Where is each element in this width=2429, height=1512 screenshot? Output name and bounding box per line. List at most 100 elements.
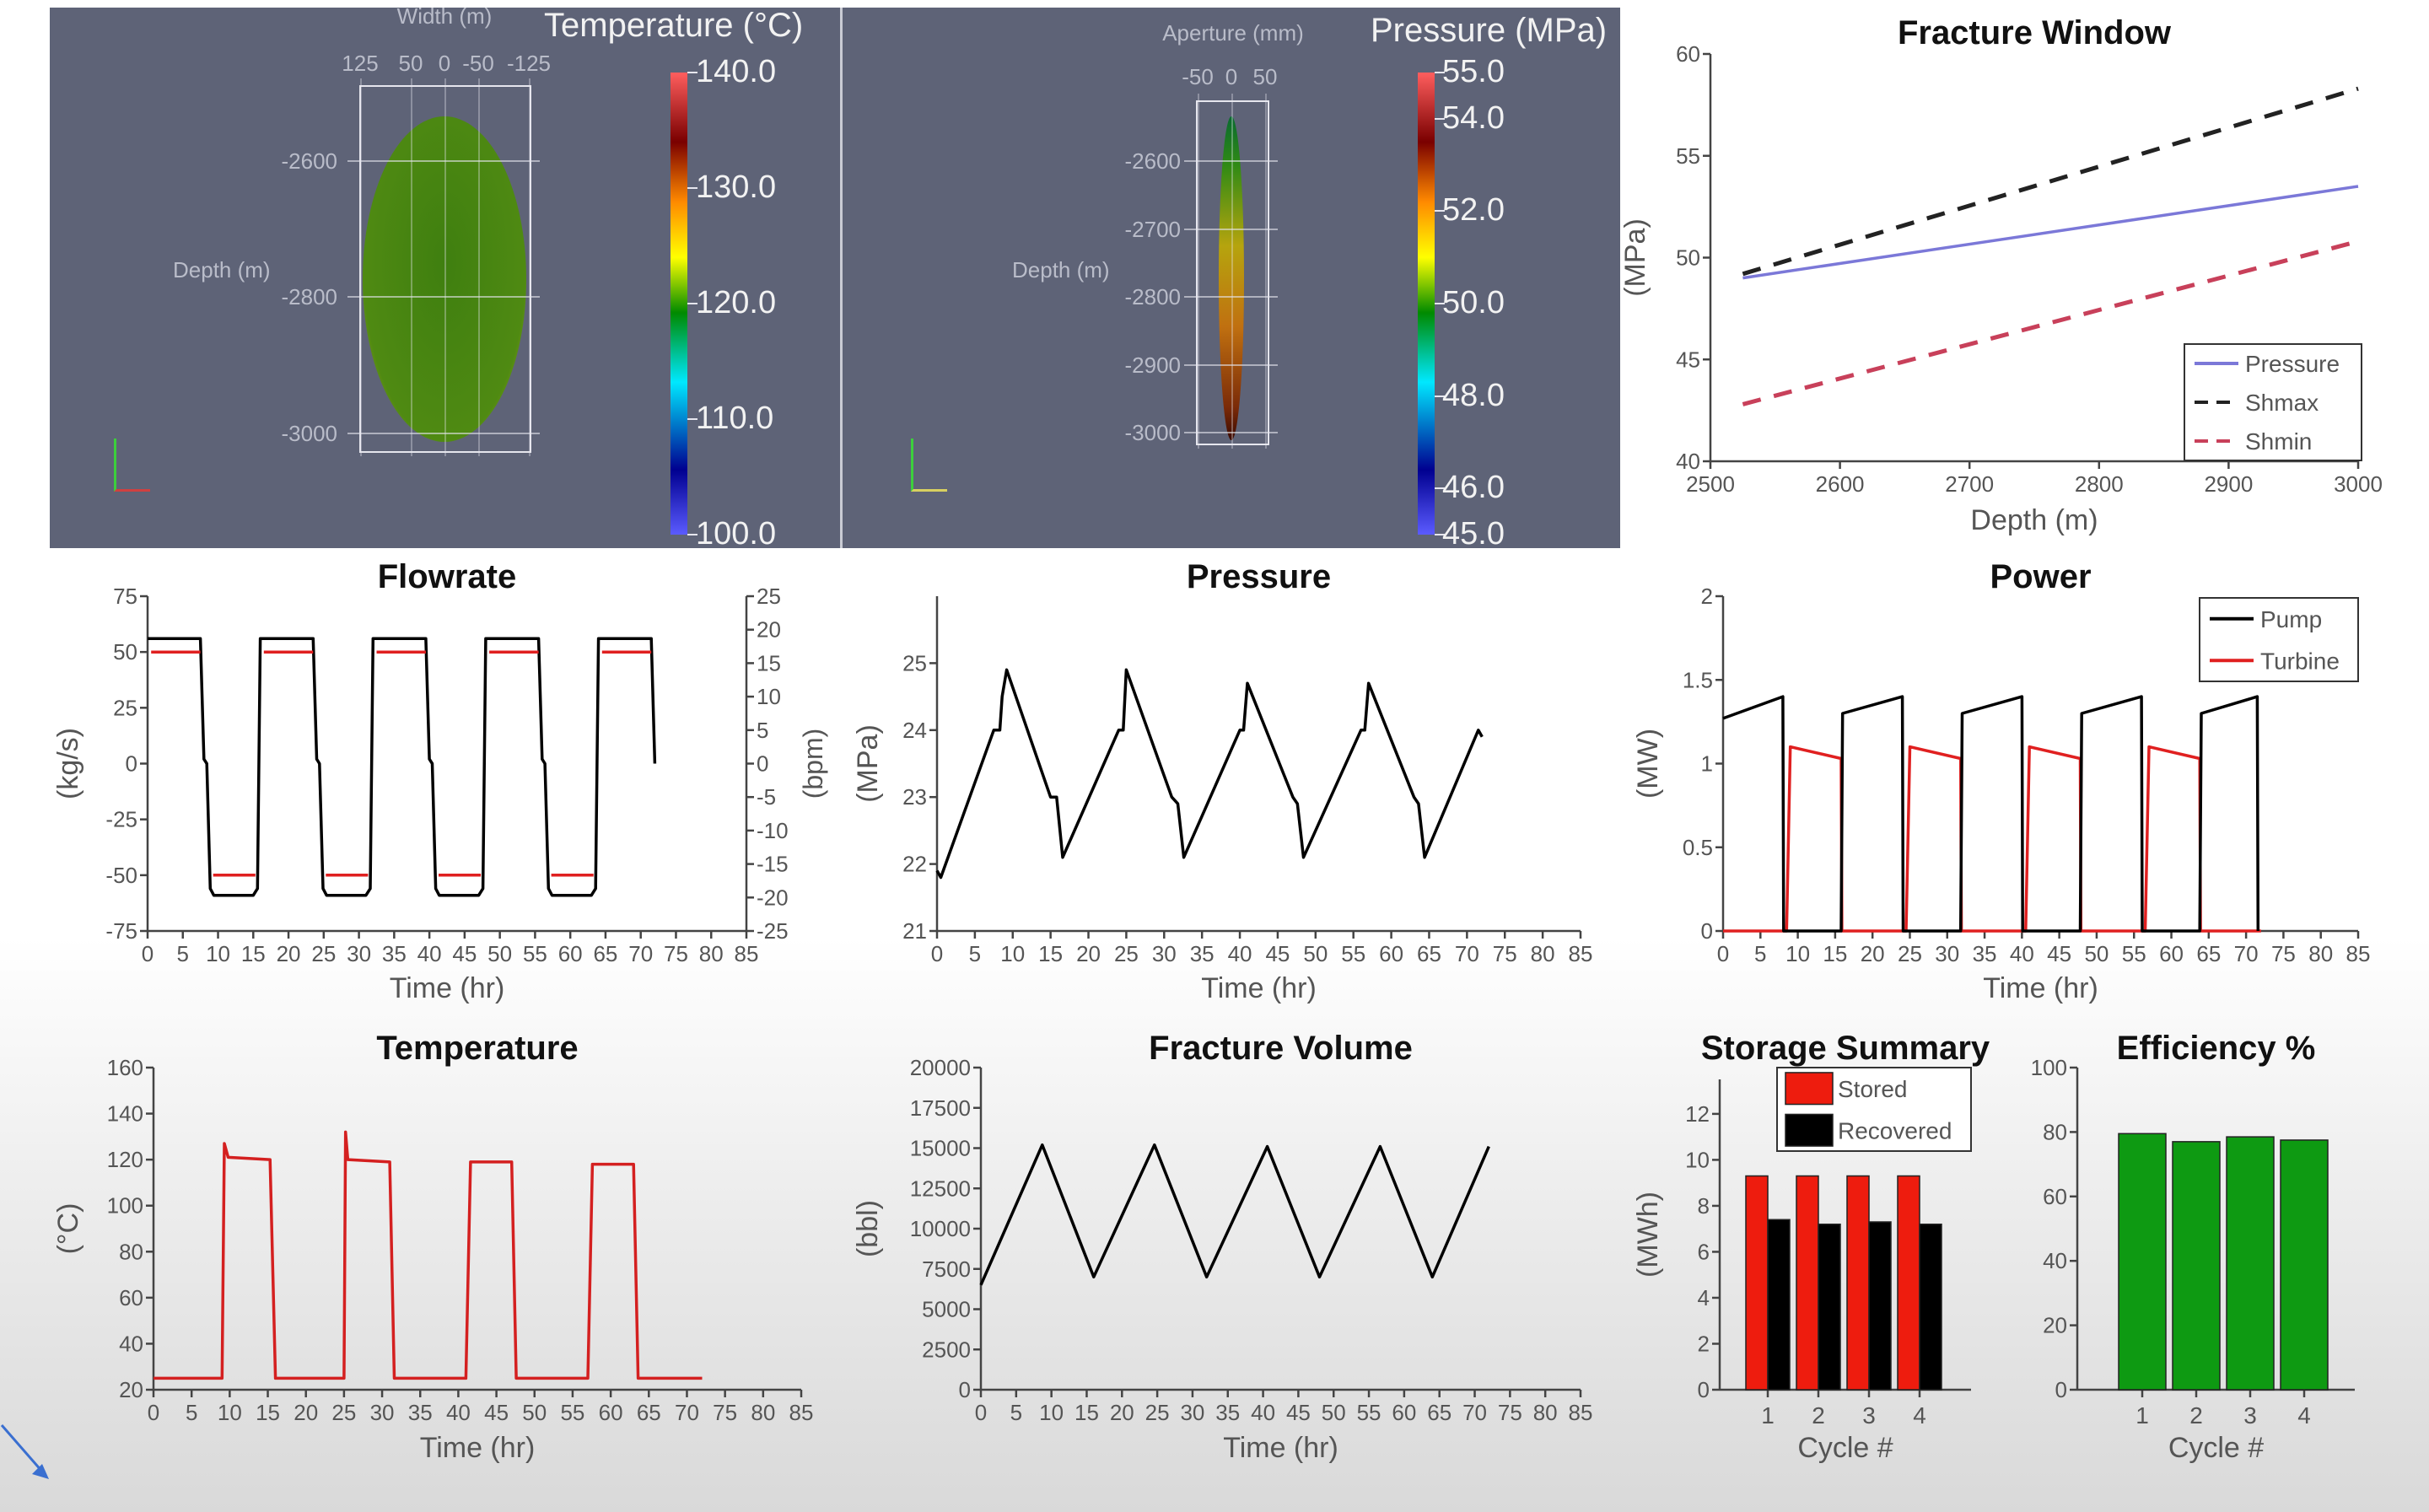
- y-tick-label: 10: [1685, 1147, 1710, 1172]
- colorbar-tick-label: 50.0: [1442, 285, 1505, 320]
- x-tick-label: 85: [735, 941, 759, 966]
- y-tick-label: 4: [1698, 1285, 1710, 1310]
- colorbar: [1418, 73, 1435, 535]
- x-tick-label: 0: [148, 1400, 159, 1425]
- legend-label: Shmin: [2245, 428, 2312, 455]
- series-line-0: [935, 668, 1484, 880]
- y-tick-label: 60: [1676, 41, 1700, 67]
- width-tick-mark: [444, 78, 446, 456]
- x-tick-label: 40: [2010, 941, 2034, 966]
- series-line-0: [979, 1143, 1490, 1286]
- width-tick-label: 50: [1252, 64, 1278, 89]
- y-tick-label-right: -15: [757, 852, 789, 877]
- x-tick-label: 2: [2189, 1402, 2203, 1429]
- bar-stored-cycle-4: [1897, 1175, 1920, 1391]
- y-tick-label-right: 10: [757, 684, 781, 709]
- y-tick-label-right: -5: [757, 784, 776, 810]
- y-tick-label: 7500: [922, 1256, 971, 1282]
- chart-title: Pressure: [1187, 558, 1331, 595]
- x-tick-label: 40: [1251, 1400, 1275, 1425]
- x-tick-label: 60: [599, 1400, 623, 1425]
- y-tick-label: 10000: [910, 1216, 971, 1241]
- width-axis-label: Width (m): [396, 3, 493, 29]
- depth-tick-mark: [1184, 432, 1278, 433]
- colorbar-tick-mark: [1435, 210, 1445, 213]
- bar-recovered-cycle-4: [1919, 1223, 1942, 1391]
- x-axis-label: Time (hr): [390, 972, 505, 1004]
- y-tick-label-right: 25: [757, 584, 781, 609]
- width-tick-mark: [1265, 94, 1267, 449]
- bar-stored-cycle-1: [1745, 1175, 1769, 1391]
- x-tick-label: 65: [2196, 941, 2221, 966]
- x-tick-label: 40: [417, 941, 442, 966]
- legend-label: Stored: [1838, 1076, 1908, 1102]
- y-tick-label-right: 20: [757, 617, 781, 643]
- x-tick-label: 35: [408, 1400, 433, 1425]
- chart-title: Storage Summary: [1701, 1030, 1990, 1067]
- bar-recovered-cycle-3: [1868, 1221, 1892, 1391]
- y-tick-label-right: -25: [757, 918, 789, 944]
- x-tick-label: 4: [1913, 1402, 1926, 1429]
- orientation-axes-icon: [911, 439, 947, 492]
- chart-title: Fracture Volume: [1149, 1030, 1413, 1067]
- x-tick-label: 75: [664, 941, 688, 966]
- colorbar-tick-label: 52.0: [1442, 192, 1505, 229]
- x-tick-label: 50: [2084, 941, 2109, 966]
- x-tick-label: 3: [2243, 1402, 2257, 1429]
- y-tick-label: 12500: [910, 1176, 971, 1201]
- x-tick-label: 55: [2122, 941, 2146, 966]
- x-tick-label: 85: [2346, 941, 2371, 966]
- x-tick-label: 65: [1427, 1400, 1451, 1425]
- x-tick-label: 5: [1754, 941, 1766, 966]
- y-tick-label: 2: [1701, 584, 1713, 609]
- x-tick-label: 75: [1498, 1400, 1522, 1425]
- x-tick-label: 50: [1303, 941, 1328, 966]
- x-tick-label: 0: [931, 941, 943, 966]
- fracture-bounding-box: [359, 85, 531, 453]
- x-tick-label: 5: [177, 941, 189, 966]
- chart-title: Temperature: [376, 1030, 578, 1067]
- colorbar-tick-mark: [1435, 487, 1445, 490]
- depth-tick-mark: [347, 296, 540, 299]
- y-tick-label: 60: [119, 1285, 143, 1310]
- y-tick-label: 80: [2043, 1119, 2067, 1144]
- colorbar-tick-mark: [1435, 534, 1445, 535]
- x-tick-label: 75: [1493, 941, 1517, 966]
- x-tick-label: 0: [142, 941, 153, 966]
- x-tick-label: 50: [1322, 1400, 1346, 1425]
- y-tick-label: 0: [959, 1377, 971, 1402]
- y-tick-label: 5000: [922, 1297, 971, 1322]
- chart-legend: Pressure Shmax Shmin: [2184, 343, 2362, 461]
- y-tick-label: 23: [902, 784, 927, 810]
- y-tick-label: 100: [2031, 1055, 2067, 1080]
- colorbar-title: Pressure (MPa): [1371, 12, 1608, 49]
- x-tick-label: 20: [277, 941, 301, 966]
- bar-efficiency-cycle-2: [2172, 1141, 2221, 1391]
- series-line-0: [148, 637, 657, 897]
- y-tick-label: 21: [902, 918, 927, 944]
- fracture-3d-views: [50, 8, 1620, 548]
- depth-tick-label: -3000: [281, 420, 338, 446]
- bar-stored-cycle-2: [1796, 1175, 1819, 1391]
- x-tick-label: 45: [1265, 941, 1290, 966]
- y-axis-label: (MW): [1632, 729, 1664, 799]
- depth-tick-label: -3000: [1124, 420, 1182, 445]
- colorbar-tick-label: 55.0: [1442, 54, 1505, 89]
- x-tick-label: 55: [523, 941, 547, 966]
- x-tick-label: 5: [969, 941, 981, 966]
- y-tick-label-right: 0: [757, 751, 768, 777]
- x-tick-label: 3000: [2334, 471, 2383, 497]
- x-tick-label: 25: [331, 1400, 356, 1425]
- series-line-0: [153, 1130, 703, 1380]
- chart-temperature: Temperature 20 40 60 80 100 120 140 160 0 5 10 15 20 2…: [52, 1030, 813, 1464]
- x-tick-label: 20: [1110, 1400, 1134, 1425]
- x-tick-label: 80: [751, 1400, 775, 1425]
- y-tick-label: 20000: [910, 1055, 971, 1080]
- x-tick-label: 25: [1114, 941, 1139, 966]
- y-tick-label: 60: [2043, 1184, 2067, 1209]
- y-tick-label: 55: [1676, 143, 1700, 169]
- x-tick-label: 0: [975, 1400, 987, 1425]
- x-tick-label: 2900: [2204, 471, 2253, 497]
- y-tick-label: 15000: [910, 1136, 971, 1161]
